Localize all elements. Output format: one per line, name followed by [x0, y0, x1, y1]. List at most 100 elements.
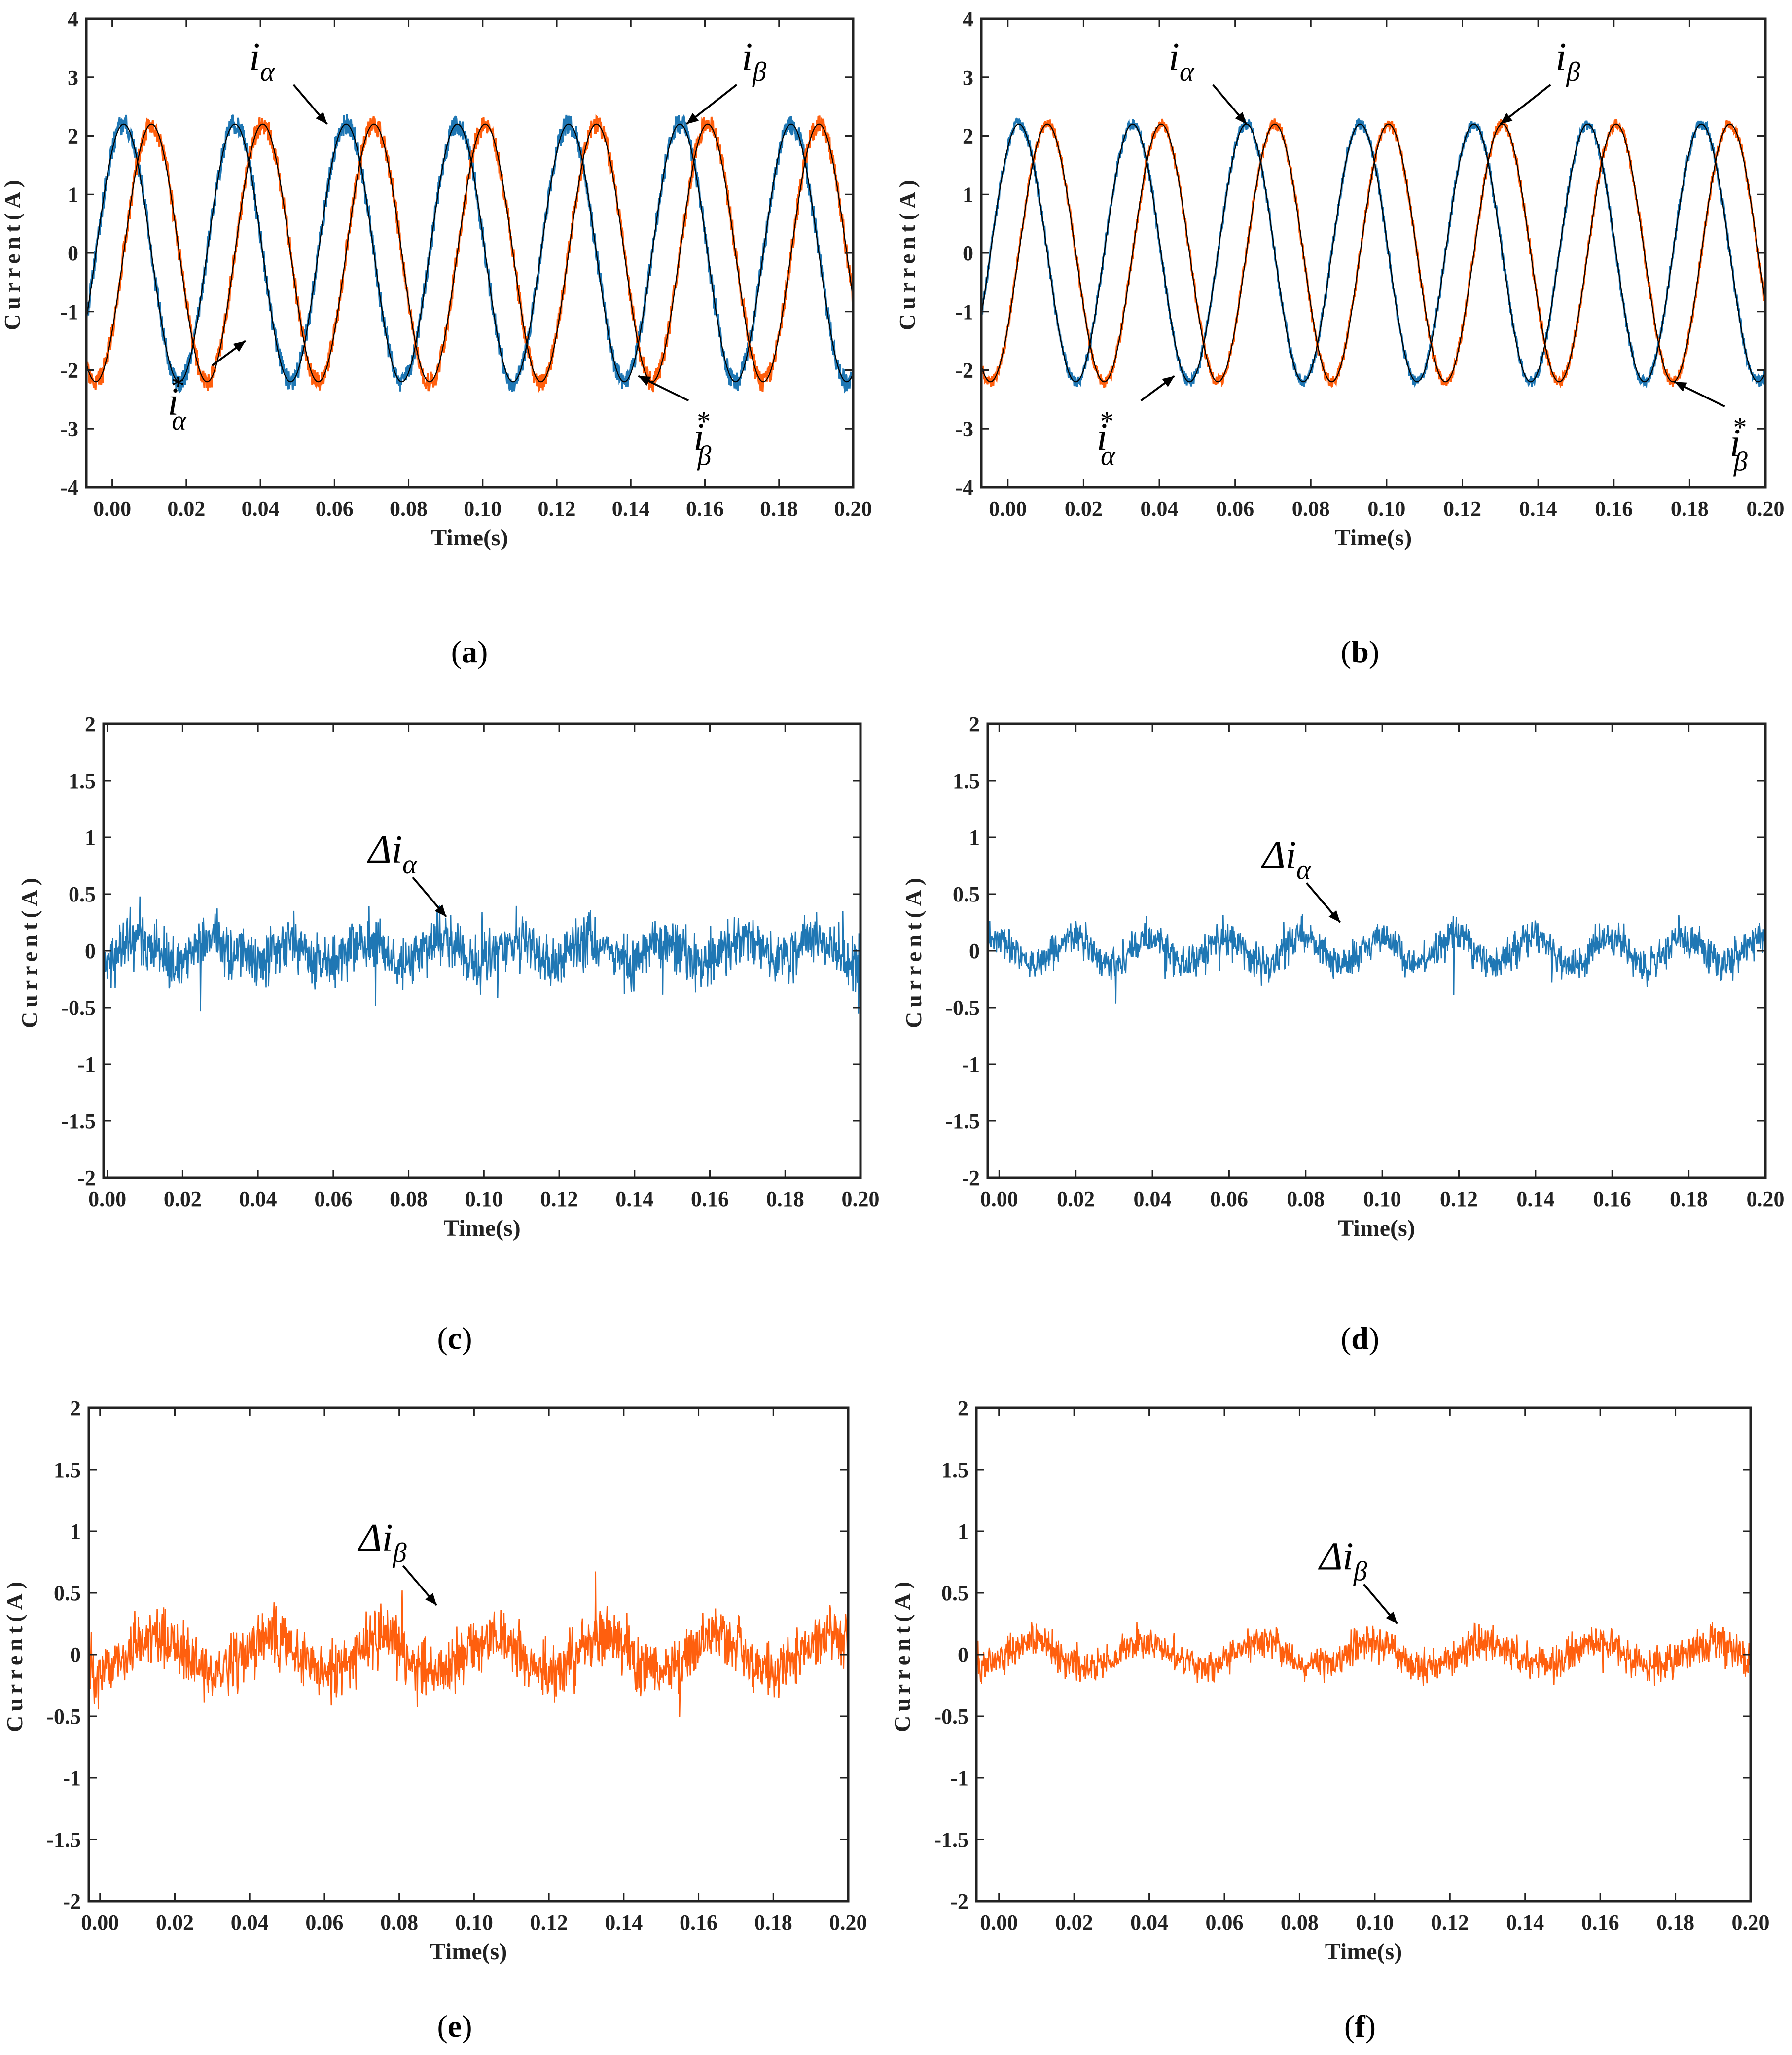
x-tick-label: 0.16 [691, 1187, 729, 1211]
plot-area-c [104, 896, 860, 1014]
y-tick-label: -1.5 [61, 1109, 96, 1133]
arrow-head-icon [434, 904, 446, 917]
x-tick-label: 0.00 [81, 1911, 119, 1935]
annotation-label: Δiα [367, 828, 418, 880]
y-tick-label: -1 [60, 300, 78, 324]
y-tick-label: 3 [68, 66, 78, 90]
series-error [976, 1622, 1751, 1686]
x-tick-label: 0.00 [989, 497, 1027, 521]
x-tick-label: 0.16 [1595, 497, 1633, 521]
chart-f: 0.00 0.02 0.04 0.06 0.08 0.10 0.12 0.14 0.16 0.18… [890, 1396, 1770, 2044]
y-axis-label: Current(A) [890, 1577, 915, 1732]
y-tick-label: 1.5 [54, 1458, 81, 1482]
x-tick-label: 0.02 [1065, 497, 1103, 521]
x-tick-label: 0.10 [455, 1911, 493, 1935]
y-tick-label: 1 [958, 1519, 968, 1544]
plot-area-e [89, 1571, 848, 1717]
x-tick-label: 0.16 [1581, 1911, 1619, 1935]
y-tick-label: 2 [85, 712, 96, 736]
plot-area-d [988, 914, 1765, 1004]
x-tick-label: 0.00 [980, 1187, 1018, 1211]
y-axis-label: Current(A) [895, 176, 920, 330]
y-tick-label: -2 [60, 359, 78, 383]
x-tick-label: 0.10 [1356, 1911, 1394, 1935]
subfigure-caption: (f) [1344, 2009, 1376, 2044]
x-axis-label: Time(s) [430, 1939, 507, 1965]
x-tick-label: 0.02 [167, 497, 205, 521]
y-tick-label: -2 [955, 359, 973, 383]
x-tick-label: 0.00 [88, 1187, 126, 1211]
subfigure-caption: (d) [1341, 1321, 1379, 1356]
x-tick-label: 0.20 [842, 1187, 880, 1211]
arrow-head-icon [1674, 382, 1687, 392]
arrow-head-icon [1328, 910, 1340, 923]
arrow-head-icon [1386, 1611, 1398, 1624]
x-tick-label: 0.04 [1130, 1911, 1168, 1935]
y-tick-label: 1 [85, 826, 96, 850]
annotation-label: iβ [742, 36, 766, 87]
x-tick-label: 0.02 [1057, 1187, 1095, 1211]
series-i-alpha-ref [981, 123, 1765, 383]
x-tick-label: 0.08 [1287, 1187, 1325, 1211]
y-tick-label: -1 [962, 1052, 980, 1077]
arrow-head-icon [638, 376, 651, 386]
y-tick-label: -1 [950, 1766, 968, 1790]
x-tick-label: 0.00 [980, 1911, 1018, 1935]
x-tick-label: 0.04 [231, 1911, 269, 1935]
x-tick-label: 0.14 [1516, 1187, 1554, 1211]
annotation-label: i* β [693, 406, 711, 471]
annotation-label: i* β [1730, 412, 1748, 477]
y-tick-label: 2 [969, 712, 980, 736]
x-tick-label: 0.06 [314, 1187, 352, 1211]
x-tick-label: 0.14 [1506, 1911, 1544, 1935]
chart-d: 0.00 0.02 0.04 0.06 0.08 0.10 0.12 0.14 0.16 0.18… [901, 712, 1785, 1356]
x-tick-label: 0.20 [829, 1911, 867, 1935]
x-tick-label: 0.20 [1747, 497, 1785, 521]
x-tick-label: 0.18 [754, 1911, 792, 1935]
x-tick-label: 0.12 [540, 1187, 578, 1211]
annotation-label: i* α [168, 371, 187, 436]
x-tick-label: 0.06 [1216, 497, 1254, 521]
x-tick-label: 0.18 [760, 497, 798, 521]
chart-c: 0.00 0.02 0.04 0.06 0.08 0.10 0.12 0.14 0.16 0.18… [17, 712, 880, 1356]
annotation-label: iα [249, 36, 275, 87]
y-tick-label: -2 [962, 1166, 980, 1190]
x-tick-label: 0.08 [390, 1187, 428, 1211]
arrow-head-icon [1162, 376, 1175, 387]
x-tick-label: 0.02 [164, 1187, 202, 1211]
x-axis-label: Time(s) [1335, 525, 1412, 551]
x-tick-label: 0.10 [464, 497, 502, 521]
y-tick-label: 0.5 [941, 1581, 968, 1605]
x-tick-label: 0.06 [305, 1911, 343, 1935]
y-tick-label: -4 [955, 475, 973, 500]
annotation-label: iβ [1555, 36, 1580, 87]
y-tick-label: 1.5 [941, 1458, 968, 1482]
y-tick-label: -2 [950, 1889, 968, 1913]
series-error [988, 914, 1765, 1004]
x-axis-label: Time(s) [1325, 1939, 1402, 1965]
x-tick-label: 0.02 [156, 1911, 194, 1935]
chart-e: 0.00 0.02 0.04 0.06 0.08 0.10 0.12 0.14 0.16 0.18… [2, 1396, 867, 2044]
y-axis-label: Current(A) [901, 873, 926, 1028]
x-tick-label: 0.12 [1431, 1911, 1469, 1935]
arrow-head-icon [1500, 113, 1513, 124]
series-error [89, 1571, 848, 1717]
x-tick-label: 0.20 [1747, 1187, 1785, 1211]
y-tick-label: 2 [68, 124, 78, 148]
series-i-beta-ref [981, 123, 1765, 383]
x-tick-label: 0.14 [1519, 497, 1557, 521]
arrow-head-icon [316, 111, 327, 124]
y-tick-label: 0 [963, 241, 973, 265]
y-tick-label: 0 [969, 939, 980, 963]
series-i-alpha-ref [86, 123, 853, 383]
x-tick-label: 0.00 [93, 497, 131, 521]
series-i-beta-ref [86, 123, 853, 383]
y-axis-label: Current(A) [17, 873, 42, 1028]
y-tick-label: 1 [70, 1519, 81, 1544]
y-tick-label: -3 [60, 417, 78, 441]
y-tick-label: -0.5 [945, 996, 980, 1020]
x-tick-label: 0.14 [615, 1187, 653, 1211]
arrow-head-icon [233, 341, 246, 352]
y-tick-label: 1 [68, 182, 78, 207]
x-tick-label: 0.08 [1281, 1911, 1319, 1935]
